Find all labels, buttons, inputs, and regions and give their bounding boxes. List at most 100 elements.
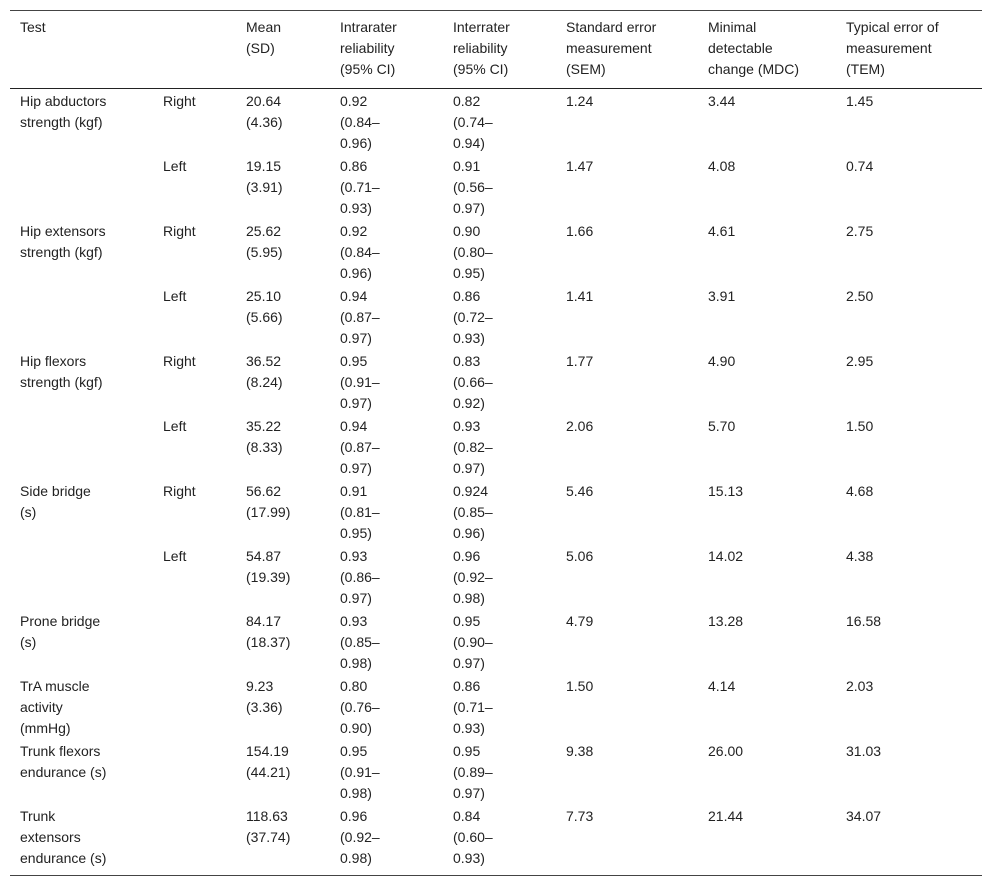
value-cell: 54.87 (19.39)	[246, 548, 291, 585]
side-cell: Left	[163, 158, 187, 174]
test-cell: Side bridge (s)	[20, 483, 91, 520]
test-cell: Hip flexors strength (kgf)	[20, 353, 103, 390]
value-cell: 1.77	[566, 353, 594, 369]
value-cell: 0.94 (0.87– 0.97)	[340, 418, 380, 476]
data-table: Test Mean (SD) Intrarater reliability (95%…	[10, 10, 982, 876]
table-row: Trunk extensors endurance (s) 118.63 (37.…	[10, 804, 982, 876]
header-cell: Mean (SD)	[236, 10, 330, 89]
value-cell: 0.86 (0.71– 0.93)	[453, 678, 493, 736]
header-cell: Intrarater reliability (95% CI)	[330, 10, 443, 89]
value-cell: 0.86 (0.72– 0.93)	[453, 288, 493, 346]
value-cell: 1.41	[566, 288, 594, 304]
side-cell	[153, 739, 236, 804]
value-cell: 19.15 (3.91)	[246, 158, 283, 195]
test-cell: Hip extensors strength (kgf)	[20, 223, 106, 260]
value-cell: 0.83 (0.66– 0.92)	[453, 353, 493, 411]
value-cell: 35.22 (8.33)	[246, 418, 283, 455]
value-cell: 4.90	[708, 353, 736, 369]
test-cell	[10, 284, 153, 349]
value-cell: 3.44	[708, 93, 736, 109]
test-cell: Hip abductors strength (kgf)	[20, 93, 107, 130]
test-cell: TrA muscle activity (mmHg)	[20, 678, 90, 736]
side-cell	[153, 609, 236, 674]
side-cell	[153, 804, 236, 876]
value-cell: 0.95 (0.91– 0.97)	[340, 353, 380, 411]
value-cell: 0.82 (0.74– 0.94)	[453, 93, 493, 151]
side-cell: Left	[163, 288, 187, 304]
value-cell: 2.95	[846, 353, 874, 369]
value-cell: 31.03	[846, 743, 882, 759]
value-cell: 0.93 (0.82– 0.97)	[453, 418, 493, 476]
header-cell: Minimal detectable change (MDC)	[698, 10, 836, 89]
test-cell: Prone bridge (s)	[20, 613, 101, 650]
value-cell: 2.03	[846, 678, 874, 694]
table-row: Prone bridge (s) 84.17 (18.37) 0.93 (0.85–…	[10, 609, 982, 674]
test-cell	[10, 154, 153, 219]
value-cell: 0.92 (0.84– 0.96)	[340, 223, 380, 281]
header-cell: Standard error measurement (SEM)	[556, 10, 698, 89]
header-cell: Typical error of measurement (TEM)	[836, 10, 982, 89]
value-cell: 25.62 (5.95)	[246, 223, 283, 260]
value-cell: 13.28	[708, 613, 744, 629]
side-cell: Left	[163, 548, 187, 564]
value-cell: 56.62 (17.99)	[246, 483, 291, 520]
value-cell: 9.23 (3.36)	[246, 678, 283, 715]
table-row: Left 35.22 (8.33) 0.94 (0.87– 0.97) 0.93 (0…	[10, 414, 982, 479]
side-cell: Right	[163, 483, 196, 499]
header-cell: Test	[10, 10, 236, 89]
table-row: Hip flexors strength (kgf) Right 36.52 (8.…	[10, 349, 982, 414]
value-cell: 14.02	[708, 548, 744, 564]
test-cell: Trunk flexors endurance (s)	[20, 743, 107, 780]
value-cell: 4.79	[566, 613, 594, 629]
value-cell: 5.46	[566, 483, 594, 499]
value-cell: 9.38	[566, 743, 594, 759]
table-row: Hip abductors strength (kgf) Right 20.64 (…	[10, 89, 982, 155]
value-cell: 0.95 (0.91– 0.98)	[340, 743, 380, 801]
value-cell: 0.94 (0.87– 0.97)	[340, 288, 380, 346]
value-cell: 4.38	[846, 548, 874, 564]
table-row: Hip extensors strength (kgf) Right 25.62 (…	[10, 219, 982, 284]
table-row: Trunk flexors endurance (s) 154.19 (44.21…	[10, 739, 982, 804]
value-cell: 154.19 (44.21)	[246, 743, 291, 780]
test-cell	[10, 414, 153, 479]
value-cell: 2.75	[846, 223, 874, 239]
table-row: Left 54.87 (19.39) 0.93 (0.86– 0.97) 0.96 (…	[10, 544, 982, 609]
value-cell: 1.50	[846, 418, 874, 434]
table-header: Test Mean (SD) Intrarater reliability (95%…	[10, 10, 982, 89]
value-cell: 25.10 (5.66)	[246, 288, 283, 325]
value-cell: 4.14	[708, 678, 736, 694]
value-cell: 0.74	[846, 158, 874, 174]
value-cell: 0.924 (0.85– 0.96)	[453, 483, 493, 541]
side-cell	[153, 674, 236, 739]
table-row: Left 19.15 (3.91) 0.86 (0.71– 0.93) 0.91 (0…	[10, 154, 982, 219]
value-cell: 1.45	[846, 93, 874, 109]
header-cell: Interrater reliability (95% CI)	[443, 10, 556, 89]
side-cell: Left	[163, 418, 187, 434]
value-cell: 1.24	[566, 93, 594, 109]
test-cell	[10, 544, 153, 609]
value-cell: 21.44	[708, 808, 744, 824]
value-cell: 20.64 (4.36)	[246, 93, 283, 130]
value-cell: 26.00	[708, 743, 744, 759]
value-cell: 36.52 (8.24)	[246, 353, 283, 390]
value-cell: 0.91 (0.56– 0.97)	[453, 158, 493, 216]
table-body: Hip abductors strength (kgf) Right 20.64 (…	[10, 89, 982, 876]
side-cell: Right	[163, 353, 196, 369]
table-row: Side bridge (s) Right 56.62 (17.99) 0.91 (0…	[10, 479, 982, 544]
value-cell: 0.91 (0.81– 0.95)	[340, 483, 380, 541]
value-cell: 0.86 (0.71– 0.93)	[340, 158, 380, 216]
value-cell: 118.63 (37.74)	[246, 808, 291, 845]
value-cell: 0.80 (0.76– 0.90)	[340, 678, 380, 736]
value-cell: 34.07	[846, 808, 882, 824]
value-cell: 4.08	[708, 158, 736, 174]
value-cell: 7.73	[566, 808, 594, 824]
value-cell: 0.90 (0.80– 0.95)	[453, 223, 493, 281]
value-cell: 0.96 (0.92– 0.98)	[453, 548, 493, 606]
header-row: Test Mean (SD) Intrarater reliability (95%…	[10, 10, 982, 89]
value-cell: 4.61	[708, 223, 736, 239]
table-row: TrA muscle activity (mmHg) 9.23 (3.36) 0.8…	[10, 674, 982, 739]
value-cell: 2.06	[566, 418, 594, 434]
value-cell: 15.13	[708, 483, 744, 499]
value-cell: 5.06	[566, 548, 594, 564]
